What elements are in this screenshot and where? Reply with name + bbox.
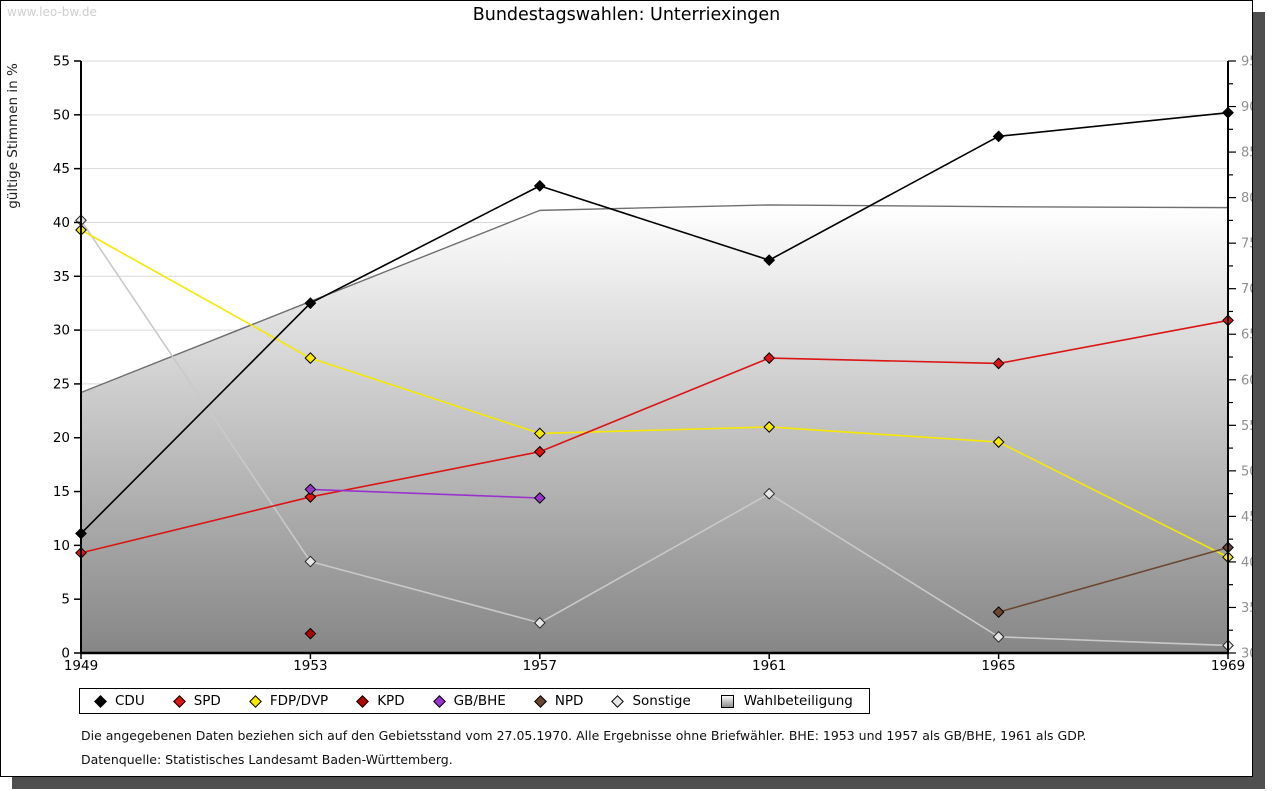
legend-item-fdp-dvp: FDP/DVP (248, 693, 329, 709)
legend-diamond-icon-cdu (94, 694, 107, 708)
legend-label-gb-bhe: GB/BHE (453, 693, 506, 709)
right-tick-label-85: 85 (1241, 146, 1252, 161)
series-line-npd (998, 546, 1229, 613)
series-line-gb-bhe (310, 488, 540, 499)
marker-sonstige (763, 487, 776, 500)
legend-item-sonstige: Sonstige (611, 693, 691, 709)
left-tick-label-30: 30 (53, 323, 70, 339)
left-tick-label-15: 15 (53, 484, 70, 500)
right-tick-label-40: 40 (1241, 555, 1252, 570)
marker-kpd (304, 627, 317, 640)
legend-diamond-icon-spd (172, 694, 186, 708)
legend-diamond-icon-sonstige (611, 694, 625, 708)
election-chart-svg: 0 5 10 15 20 25 30 35 40 45 50 55 30 35 40 45 50 55 60 65 70… (5, 54, 1252, 675)
footnote-data-note: Die angegebenen Daten beziehen sich auf … (81, 728, 1087, 743)
x-tick-label-1957: 1957 (523, 658, 557, 674)
right-tick-label-95: 95 (1241, 55, 1252, 70)
right-tick-label-45: 45 (1241, 510, 1252, 525)
right-tick-label-90: 90 (1241, 100, 1252, 115)
marker-fdp-dvp (763, 421, 776, 433)
footnote-source: Datenquelle: Statistisches Landesamt Bad… (81, 752, 453, 767)
left-tick-label-50: 50 (53, 107, 70, 123)
right-tick-label-60: 60 (1241, 373, 1252, 388)
right-tick-label-50: 50 (1241, 464, 1252, 479)
x-tick-label-1965: 1965 (981, 658, 1015, 674)
legend-label-cdu: CDU (115, 693, 145, 709)
left-axis-title: gültige Stimmen in % (5, 63, 21, 209)
right-tick-label-65: 65 (1241, 328, 1252, 343)
legend-item-kpd: KPD (356, 693, 405, 709)
marker-npd (992, 606, 1005, 619)
legend-label-wahlbeteiligung: Wahlbeteiligung (743, 693, 853, 709)
marker-cdu (304, 297, 317, 310)
marker-spd (992, 357, 1005, 370)
marker-gb-bhe (304, 483, 317, 496)
legend-item-npd: NPD (533, 693, 584, 709)
right-tick-label-70: 70 (1241, 282, 1252, 297)
x-tick-label-1969: 1969 (1211, 658, 1245, 674)
series-line-spd (80, 319, 1229, 554)
series-line-fdp-dvp (80, 229, 1229, 558)
x-tick-label-1953: 1953 (293, 658, 327, 674)
x-tick-label-1961: 1961 (752, 658, 786, 674)
legend-diamond-icon-kpd (356, 694, 370, 708)
marker-sonstige (304, 555, 317, 568)
participation-area-boundary (80, 204, 1229, 394)
legend-label-kpd: KPD (377, 693, 405, 709)
chart-legend: CDU SPD FDP/DVP KPD GB/BHE NPD Sonstige Wahlbet… (79, 688, 870, 714)
marker-sonstige (533, 616, 546, 629)
left-tick-label-40: 40 (53, 215, 70, 231)
legend-label-spd: SPD (193, 693, 221, 709)
left-tick-label-20: 20 (53, 430, 70, 446)
legend-square-icon-wahlbeteiligung (720, 694, 734, 708)
marker-fdp-dvp (304, 352, 317, 364)
marker-fdp-dvp (533, 427, 546, 440)
legend-diamond-icon-gb-bhe (432, 694, 446, 708)
left-tick-label-25: 25 (53, 376, 70, 392)
legend-item-wahlbeteiligung: Wahlbeteiligung (720, 693, 853, 709)
x-tick-label-1949: 1949 (64, 658, 98, 674)
marker-gb-bhe (533, 492, 546, 504)
marker-cdu (992, 130, 1005, 143)
series-line-sonstige (80, 219, 1229, 647)
left-tick-label-45: 45 (53, 161, 70, 177)
marker-sonstige (992, 630, 1005, 643)
chart-frame: www.leo-bw.de Bundestagswahlen: Unterrie… (0, 0, 1253, 777)
legend-label-sonstige: Sonstige (632, 693, 691, 709)
legend-item-spd: SPD (172, 693, 221, 709)
marker-spd (533, 445, 546, 458)
marker-fdp-dvp (992, 436, 1005, 448)
series-line-cdu (80, 111, 1229, 535)
page-title: Bundestagswahlen: Unterriexingen (472, 5, 781, 25)
participation-area (81, 204, 1228, 653)
legend-item-cdu: CDU (94, 693, 145, 709)
legend-label-npd: NPD (554, 693, 584, 709)
left-tick-label-55: 55 (53, 54, 70, 70)
right-tick-label-55: 55 (1241, 419, 1252, 434)
marker-spd (304, 491, 317, 503)
marker-spd (763, 352, 776, 364)
marker-cdu (533, 179, 546, 192)
watermark: www.leo-bw.de (7, 5, 97, 19)
marker-cdu (763, 254, 776, 267)
left-tick-label-0: 0 (61, 646, 70, 662)
legend-label-fdp-dvp: FDP/DVP (269, 693, 329, 709)
right-tick-label-75: 75 (1241, 237, 1252, 252)
left-tick-label-5: 5 (61, 592, 70, 608)
legend-item-gb-bhe: GB/BHE (432, 693, 506, 709)
legend-diamond-icon-fdp-dvp (248, 694, 262, 708)
right-tick-label-80: 80 (1241, 191, 1252, 206)
left-tick-label-10: 10 (53, 538, 70, 554)
right-tick-label-30: 30 (1241, 647, 1252, 662)
right-tick-label-35: 35 (1241, 601, 1252, 616)
legend-diamond-icon-npd (533, 694, 547, 708)
left-tick-label-35: 35 (53, 269, 70, 285)
